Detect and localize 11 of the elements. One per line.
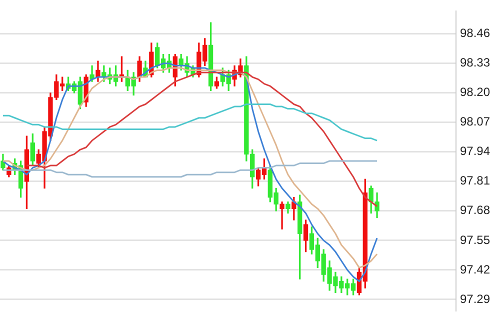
y-tick-label: 97.94 [460, 144, 490, 158]
y-tick-label: 97.42 [460, 262, 490, 276]
y-tick-label: 97.55 [460, 232, 490, 247]
candlestick [280, 202, 284, 230]
y-tick-label: 97.81 [460, 174, 490, 188]
y-tick-label: 97.68 [460, 203, 490, 218]
y-tick-label: 98.20 [460, 85, 490, 100]
y-tick-label: 98.46 [460, 26, 490, 40]
y-tick-label: 98.33 [460, 56, 490, 70]
y-tick-label: 97.29 [460, 292, 490, 306]
y-tick-label: 98.07 [460, 114, 490, 129]
